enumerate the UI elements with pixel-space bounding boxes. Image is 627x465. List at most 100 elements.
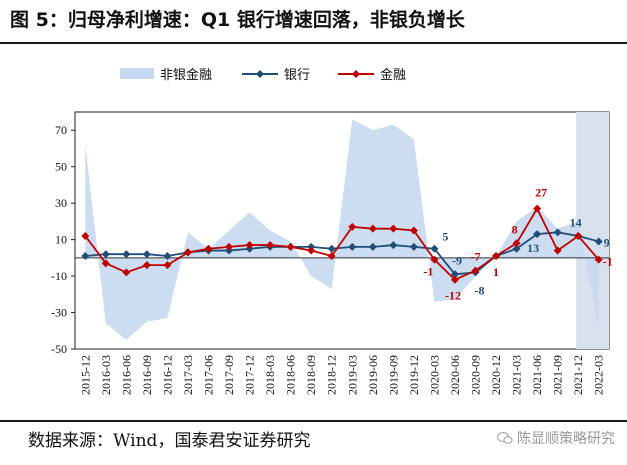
x-tick-label: 2021-06: [530, 355, 544, 395]
x-tick-label: 2020-06: [448, 355, 462, 395]
y-tick-label: -10: [51, 269, 67, 283]
line-bank: [85, 231, 599, 276]
data-labels: 5 -9 -8 13 14 9 -1 -12 -7 1 8 27 -1: [423, 186, 612, 303]
legend-label: 金融: [380, 67, 406, 83]
watermark: 陈显顺策略研究: [497, 428, 615, 448]
finance-data-label: -7: [471, 250, 481, 264]
watermark-text: 陈显顺策略研究: [517, 431, 615, 447]
finance-data-label: -1: [423, 265, 433, 279]
finance-point: [553, 246, 562, 255]
finance-point: [81, 231, 90, 240]
x-tick-label: 2017-09: [222, 355, 236, 395]
finance-point: [101, 259, 110, 268]
finance-point: [430, 255, 439, 264]
finance-point: [348, 222, 357, 231]
bank-point: [553, 228, 562, 237]
x-tick-label: 2020-09: [469, 355, 483, 395]
x-axis: 2015-12 2016-03 2016-06 2016-09 2016-12 2017-…: [78, 355, 605, 395]
line-series: [81, 204, 603, 284]
x-tick-label: 2019-03: [345, 355, 359, 395]
legend: 非银金融 银行 金融: [120, 67, 406, 83]
y-tick-label: 10: [55, 233, 67, 247]
x-tick-label: 2021-09: [551, 355, 565, 395]
x-tick-label: 2017-03: [181, 355, 195, 395]
finance-point: [225, 242, 234, 251]
finance-point: [492, 252, 501, 261]
x-tick-label: 2018-03: [263, 355, 277, 395]
finance-point: [204, 244, 213, 253]
legend-marker: [352, 70, 360, 78]
finance-point: [327, 252, 336, 261]
x-tick-label: 2016-09: [140, 355, 154, 395]
finance-data-label: -1: [603, 255, 613, 269]
bank-point: [348, 242, 357, 251]
bank-data-label: 5: [442, 230, 448, 244]
finance-point: [122, 268, 131, 277]
finance-data-label: 1: [493, 265, 499, 279]
x-tick-label: 2019-06: [366, 355, 380, 395]
x-tick-label: 2022-03: [592, 355, 606, 395]
finance-point: [512, 239, 521, 248]
bank-point: [142, 250, 151, 259]
x-tick-label: 2020-03: [427, 355, 441, 395]
highlight-band: [576, 112, 609, 349]
finance-point: [183, 248, 192, 257]
finance-point: [142, 261, 151, 270]
finance-data-label: 8: [512, 222, 518, 236]
x-tick-label: 2016-06: [119, 355, 133, 395]
bottom-rule: [0, 420, 627, 422]
bank-point: [122, 250, 131, 259]
x-tick-label: 2018-12: [325, 355, 339, 395]
x-tick-label: 2021-12: [571, 355, 585, 395]
bank-point: [430, 244, 439, 253]
bank-data-label: -9: [452, 253, 462, 267]
x-tick-label: 2017-12: [243, 355, 257, 395]
finance-point: [245, 241, 254, 250]
x-tick-label: 2015-12: [78, 355, 92, 395]
line-finance: [84, 206, 600, 281]
bank-point: [368, 242, 377, 251]
finance-data-label: -12: [445, 289, 461, 303]
finance-point: [574, 231, 583, 240]
finance-point: [533, 204, 542, 213]
bank-point: [163, 252, 172, 261]
wechat-icon: [497, 431, 513, 444]
finance-point: [450, 275, 459, 284]
y-tick-label: -50: [51, 342, 67, 356]
finance-point: [163, 261, 172, 270]
x-tick-label: 2019-12: [407, 355, 421, 395]
legend-marker: [256, 70, 264, 78]
chart: 非银金融 银行 金融 -50 -30 -10 10 30 50 70 2015-12 2016-0…: [51, 67, 613, 395]
finance-point: [594, 255, 603, 264]
finance-point: [286, 242, 295, 251]
chart-title: 图 5：归母净利增速：Q1 银行增速回落，非银负增长: [10, 9, 465, 31]
legend-swatch-area: [120, 68, 154, 79]
bank-data-label: 9: [604, 235, 610, 249]
y-tick-label: 30: [55, 196, 67, 210]
y-axis: -50 -30 -10 10 30 50 70: [51, 123, 75, 356]
y-tick-label: 50: [55, 160, 67, 174]
bank-point: [101, 250, 110, 259]
bank-data-label: 14: [570, 215, 582, 229]
bank-point: [533, 230, 542, 239]
finance-point: [307, 246, 316, 255]
source-note: 数据来源：Wind，国泰君安证券研究: [28, 431, 311, 451]
finance-point: [471, 266, 480, 275]
y-tick-label: -30: [51, 306, 67, 320]
finance-point: [368, 224, 377, 233]
x-tick-label: 2019-09: [386, 355, 400, 395]
area-nonbank-finance: [85, 119, 599, 340]
x-tick-label: 2016-03: [99, 355, 113, 395]
bank-point: [81, 252, 90, 261]
x-tick-label: 2018-09: [304, 355, 318, 395]
area-series: [85, 119, 599, 340]
bank-data-label: -8: [475, 283, 485, 297]
x-tick-label: 2020-12: [489, 355, 503, 395]
x-tick-label: 2021-03: [510, 355, 524, 395]
bank-data-label: 13: [527, 241, 539, 255]
finance-data-label: 27: [535, 186, 547, 200]
bank-point: [327, 244, 336, 253]
bank-point: [389, 241, 398, 250]
legend-label: 非银金融: [160, 67, 212, 83]
x-tick-label: 2017-06: [202, 355, 216, 395]
